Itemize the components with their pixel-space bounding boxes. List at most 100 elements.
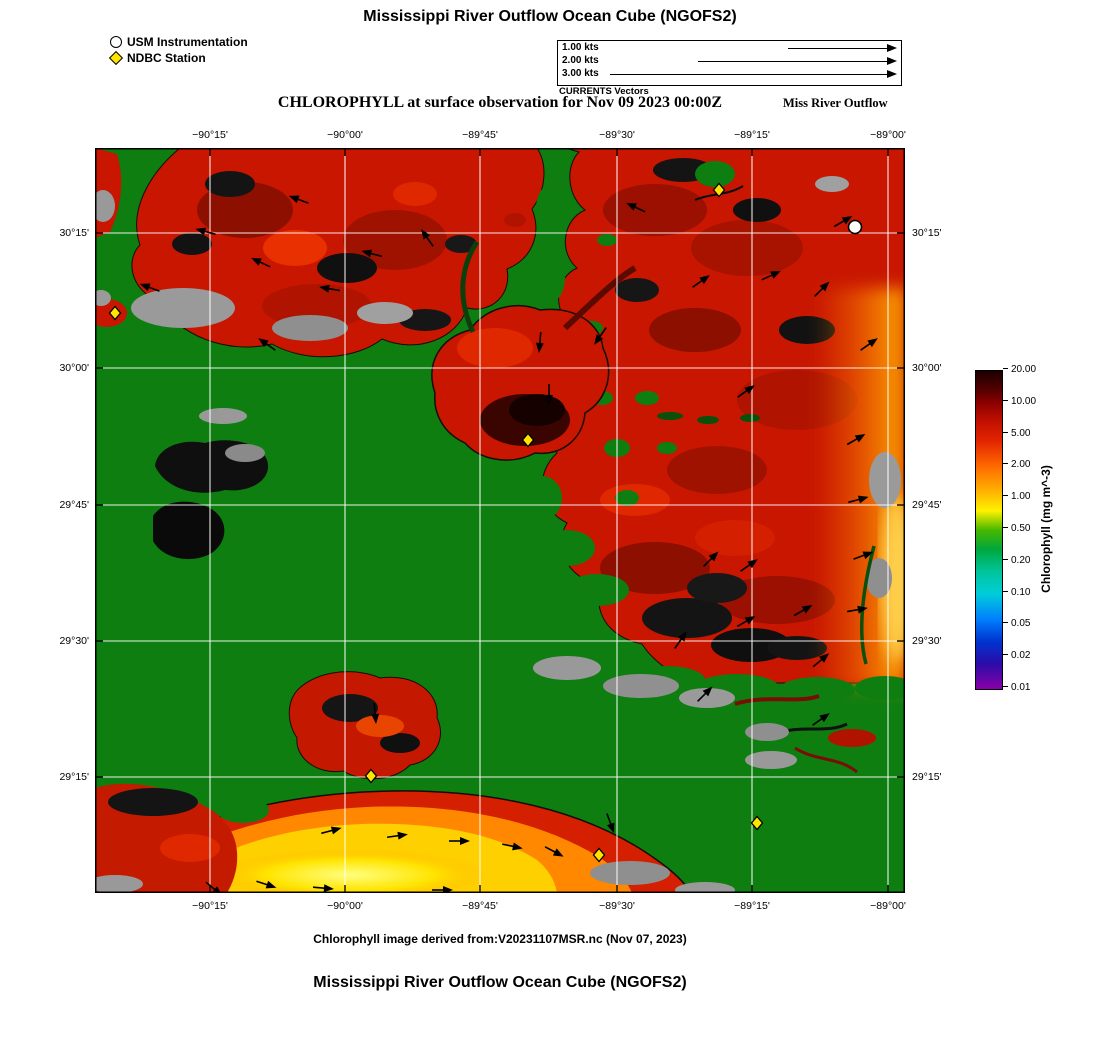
lon-tick-label: −89°15' [734,900,770,912]
colorbar-tick-label: 0.01 [1003,683,1030,693]
colorbar-tick-text: 1.00 [1011,491,1031,503]
lat-tick-label: 29°15' [912,771,942,783]
map-area: −90°15' −90°15' −90°00' −90°00' −89°45' −89°4… [59,129,941,912]
ndbc-station-marker [750,815,764,831]
vector-legend-row: 1.00 kts [558,42,901,55]
lon-tick-label: −90°00' [327,900,363,912]
ndbc-diamond-icon [108,50,124,66]
plot-subtitle: CHLOROPHYLL at surface observation for N… [277,94,723,111]
lat-tick-label: 29°15' [59,771,89,783]
lat-tick-label: 30°15' [59,227,89,239]
lon-tick-label: −89°30' [599,900,635,912]
current-vector-arrow [594,327,607,345]
colorbar-tick-mark [1003,590,1008,592]
colorbar-tick-label: 20.00 [1003,365,1036,375]
current-vector-arrow [535,331,544,353]
vector-scale-line [698,61,888,62]
current-vector-arrow [251,257,271,268]
colorbar-tick-label: 0.20 [1003,555,1030,566]
lat-tick-label: 30°00' [912,362,942,374]
ndbc-station-marker [592,847,606,863]
colorbar-tick-label: 5.00 [1003,427,1031,439]
current-vector-arrow [502,842,523,851]
usm-circle-icon [110,36,122,48]
lon-tick-label: −90°00' [327,129,363,141]
current-vector-arrow [740,559,758,572]
lon-tick-label: −89°45' [462,900,498,912]
vector-speed-label: 1.00 kts [562,42,599,53]
colorbar-tick-label: 0.05 [1003,619,1030,629]
colorbar-tick-mark [1003,463,1008,465]
colorbar-tick-text: 5.00 [1011,427,1031,439]
bottom-title: Mississippi River Outflow Ocean Cube (NG… [313,974,687,991]
usm-legend-label: USM Instrumentation [127,35,248,49]
lon-tick-label: −89°15' [734,129,770,141]
current-vector-arrow [761,270,781,281]
current-vector-arrow [545,384,553,405]
vector-legend-row: 2.00 kts [558,55,901,68]
vector-speed-label: 2.00 kts [562,55,599,66]
colorbar-tick-label: 0.10 [1003,587,1030,598]
colorbar-tick-mark [1003,495,1008,497]
current-vector-arrow [737,385,755,398]
current-vector-arrow [846,434,866,446]
current-vector-arrow [626,202,646,213]
colorbar-tick-mark [1003,558,1008,560]
current-vector-arrow [736,616,756,628]
marker-legend: USM Instrumentation NDBC Station [108,35,248,67]
current-vector-arrow [697,686,713,702]
colorbar-tick-text: 0.05 [1011,618,1031,630]
colorbar [975,370,1003,690]
current-vector-arrow [853,551,874,560]
legend-row-usm: USM Instrumentation [110,35,248,51]
vector-legend-row: 3.00 kts [558,68,901,81]
colorbar-tick-mark [1003,399,1008,401]
colorbar-tick-mark [1003,431,1008,433]
colorbar-tick-label: 0.50 [1003,524,1030,534]
colorbar-tick-label: 2.00 [1003,460,1030,470]
current-vector-arrow [312,884,334,893]
vector-arrowhead-icon [887,69,897,78]
colorbar-tick-mark [1003,622,1008,624]
current-vector-arrow [449,837,470,845]
current-vector-arrow [139,283,160,292]
lat-tick-label: 30°15' [912,227,942,239]
lon-tick-label: −89°00' [870,900,906,912]
ndbc-legend-label: NDBC Station [127,51,206,65]
current-vector-arrow [848,495,869,504]
usm-station-marker [847,219,863,235]
colorbar-tick-mark [1003,654,1008,656]
lat-tick-label: 29°45' [912,499,942,511]
current-vectors [139,195,878,896]
currents-vector-legend: 1.00 kts 2.00 kts 3.00 kts [557,40,902,86]
colorbar-tick-text: 0.50 [1011,523,1031,534]
colorbar-tick-mark [1003,368,1008,369]
colorbar-tick-mark [1003,527,1008,528]
ndbc-station-marker [712,182,726,198]
ndbc-station-marker [108,305,122,321]
lon-tick-label: −90°15' [192,129,228,141]
colorbar-tick-text: 10.00 [1011,395,1037,407]
lat-tick-label: 29°45' [59,499,89,511]
region-label: Miss River Outflow [783,96,888,110]
lon-tick-label: −89°45' [462,129,498,141]
current-vector-arrow [195,227,216,236]
current-vector-arrow [319,284,341,293]
lon-tick-label: −90°15' [192,900,228,912]
ndbc-station-marker [521,432,535,448]
lat-tick-label: 30°00' [59,362,89,374]
vector-arrowhead-icon [887,43,897,52]
graticule-gridlines [95,148,905,893]
current-vector-arrow [703,551,719,567]
currents-vector-caption: CURRENTS Vectors [559,86,649,97]
current-vector-arrow [371,702,380,724]
colorbar-tick-label: 1.00 [1003,492,1030,502]
lon-tick-label: −89°00' [870,129,906,141]
lat-tick-label: 29°30' [912,635,942,647]
current-vector-arrow [674,631,687,649]
colorbar-tick-label: 0.02 [1003,651,1030,661]
vector-speed-label: 3.00 kts [562,68,599,79]
current-vector-arrow [288,195,309,204]
current-vector-arrow [793,605,813,617]
